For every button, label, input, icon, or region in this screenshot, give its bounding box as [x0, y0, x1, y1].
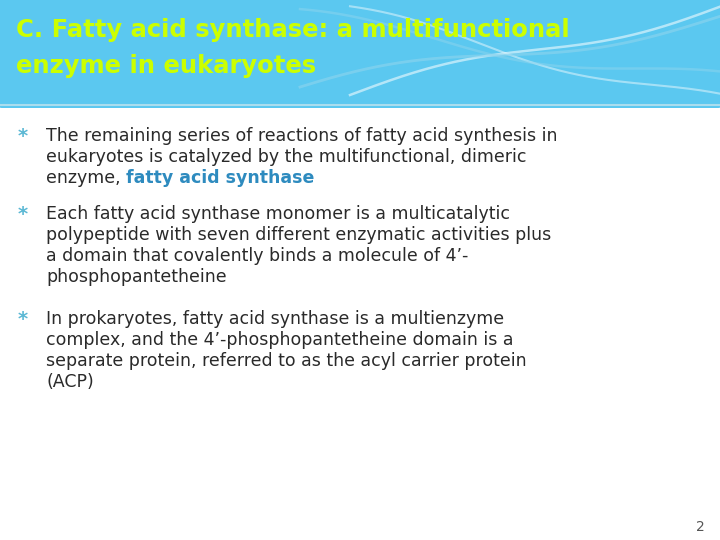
Text: polypeptide with seven different enzymatic activities plus: polypeptide with seven different enzymat… — [46, 226, 552, 244]
Text: *: * — [18, 127, 28, 146]
FancyBboxPatch shape — [0, 0, 720, 108]
Text: 2: 2 — [696, 520, 705, 534]
Text: *: * — [18, 205, 28, 224]
Text: (ACP): (ACP) — [46, 373, 94, 391]
Bar — [0, 0, 720, 105]
Text: phosphopantetheine: phosphopantetheine — [46, 268, 227, 286]
Text: The remaining series of reactions of fatty acid synthesis in: The remaining series of reactions of fat… — [46, 127, 557, 145]
Text: a domain that covalently binds a molecule of 4’-: a domain that covalently binds a molecul… — [46, 247, 469, 265]
FancyBboxPatch shape — [0, 0, 720, 105]
Text: *: * — [18, 310, 28, 329]
Text: enzyme,: enzyme, — [46, 169, 126, 187]
Text: separate protein, referred to as the acyl carrier protein: separate protein, referred to as the acy… — [46, 352, 526, 370]
Text: C. Fatty acid synthase: a multifunctional: C. Fatty acid synthase: a multifunctiona… — [16, 18, 570, 42]
Text: eukaryotes is catalyzed by the multifunctional, dimeric: eukaryotes is catalyzed by the multifunc… — [46, 148, 526, 166]
Text: complex, and the 4’-phosphopantetheine domain is a: complex, and the 4’-phosphopantetheine d… — [46, 331, 513, 349]
Text: In prokaryotes, fatty acid synthase is a multienzyme: In prokaryotes, fatty acid synthase is a… — [46, 310, 504, 328]
Text: fatty acid synthase: fatty acid synthase — [126, 169, 315, 187]
Text: enzyme in eukaryotes: enzyme in eukaryotes — [16, 54, 316, 78]
Text: Each fatty acid synthase monomer is a multicatalytic: Each fatty acid synthase monomer is a mu… — [46, 205, 510, 223]
